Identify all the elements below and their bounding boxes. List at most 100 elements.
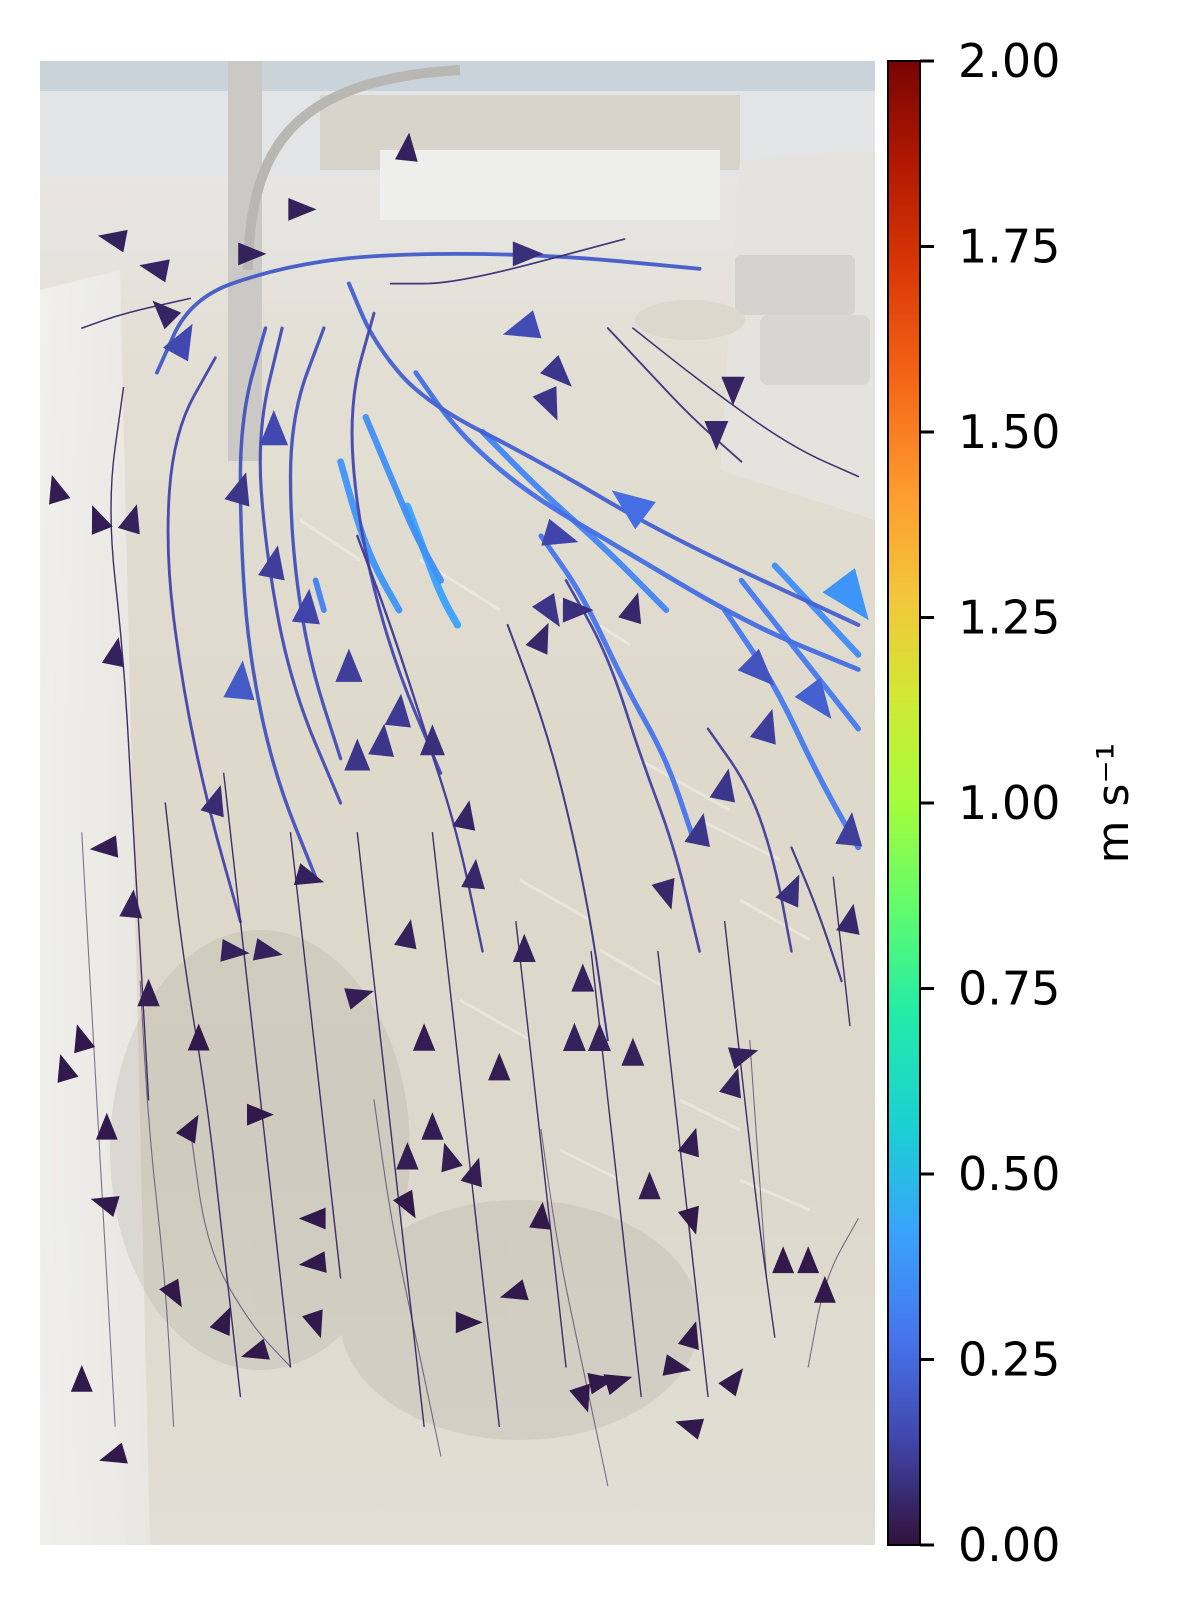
stream-arrow (719, 1068, 741, 1099)
stream-arrow (220, 939, 250, 962)
stream-arrow (728, 1047, 759, 1070)
stream-arrow (772, 1246, 795, 1274)
stream-arrow (704, 421, 729, 451)
stream-arrow (525, 622, 549, 655)
stream-arrow (488, 1052, 511, 1081)
stream-arrow (569, 1383, 590, 1413)
streamline (479, 429, 670, 614)
colorbar-tick-label: 2.00 (958, 34, 1060, 88)
stream-arrow (70, 1365, 93, 1392)
stream-arrow (512, 241, 544, 267)
stream-arrow (298, 1251, 327, 1273)
stream-arrow (571, 963, 595, 992)
streamline (81, 832, 116, 1427)
streamline (538, 533, 694, 836)
colorbar-tick-label: 1.25 (958, 591, 1060, 645)
stream-arrow (441, 1142, 463, 1173)
streamline (722, 607, 861, 851)
streamline (337, 458, 403, 614)
stream-arrow (344, 738, 371, 771)
streamlines-layer (81, 238, 862, 1487)
colorbar-tick-label: 0.75 (958, 962, 1060, 1016)
stream-arrow (721, 376, 745, 406)
stream-arrow (175, 1114, 199, 1144)
streamline (413, 370, 861, 672)
colorbar-gradient (887, 60, 921, 1546)
stream-arrow (298, 1207, 326, 1230)
streamline (258, 326, 343, 805)
stream-arrow (541, 518, 579, 546)
stream-arrow (677, 1321, 699, 1350)
stream-arrow (396, 1142, 419, 1170)
stream-arrow (502, 310, 542, 339)
stream-arrow (421, 1112, 444, 1140)
stream-arrow (335, 648, 363, 682)
streamline (632, 327, 860, 478)
stream-arrow (117, 504, 140, 535)
stream-arrow (618, 592, 642, 625)
stream-arrow (119, 889, 143, 919)
streamline (288, 326, 343, 761)
streamline (312, 577, 327, 613)
stream-arrow (97, 229, 128, 253)
stream-arrow (187, 1023, 210, 1051)
stream-arrow (532, 593, 560, 627)
stream-arrow (368, 723, 395, 757)
stream-arrow (677, 1127, 699, 1158)
stream-arrow (662, 1354, 692, 1376)
stream-arrow (794, 677, 832, 719)
stream-arrow (223, 660, 255, 701)
stream-arrow (159, 1278, 182, 1308)
stream-arrow (611, 490, 656, 530)
streamline (223, 772, 292, 1368)
stream-arrow (588, 1022, 611, 1051)
stream-arrow (238, 242, 267, 266)
streamline (540, 1128, 609, 1487)
colorbar: 0.00 0.25 0.50 0.75 1.00 1.25 1.50 1.75 2.00 m s… (887, 34, 1139, 1572)
stream-arrow (49, 474, 71, 505)
stream-arrow (224, 472, 250, 507)
stream-arrow (452, 800, 476, 831)
stream-arrow (420, 724, 445, 756)
streamline (389, 238, 626, 285)
stream-arrow (499, 1279, 529, 1301)
stream-arrow (621, 1037, 645, 1066)
stream-arrow (137, 978, 160, 1007)
stream-arrow (749, 708, 776, 745)
streamline (350, 311, 443, 775)
stream-arrow (393, 1189, 416, 1219)
streamline (724, 921, 776, 1338)
stream-arrow (797, 1246, 820, 1274)
stream-arrow (638, 1171, 661, 1200)
colorbar-tick-label: 1.75 (958, 220, 1060, 274)
stream-arrow (384, 693, 411, 728)
stream-arrow (252, 938, 283, 961)
streamline (807, 1217, 859, 1368)
stream-arrow (101, 637, 125, 668)
stream-arrow (737, 648, 775, 686)
stream-arrow (89, 835, 119, 858)
stream-arrow (836, 903, 860, 935)
streamline (506, 623, 609, 1042)
stream-arrow (209, 1307, 231, 1336)
stream-arrow (512, 933, 536, 962)
stream-arrow (684, 813, 710, 847)
stream-arrow (344, 988, 374, 1010)
stream-arrow (677, 1205, 699, 1235)
streamline (738, 577, 861, 732)
streamline (771, 562, 862, 658)
colorbar-label: m s⁻¹ (1088, 743, 1139, 864)
stream-arrow (718, 1368, 744, 1397)
streamline (356, 832, 425, 1427)
stream-arrow (152, 300, 182, 330)
stream-arrow (163, 323, 193, 362)
streamline (189, 1128, 292, 1368)
colorbar-tick-label: 0.50 (958, 1147, 1060, 1201)
stream-arrow (709, 768, 736, 803)
stream-arrow (139, 259, 170, 283)
stream-arrow (562, 597, 594, 623)
stream-arrow (288, 198, 317, 221)
stream-arrow (90, 1196, 120, 1217)
stream-arrow (675, 1418, 705, 1440)
stream-arrow (775, 874, 800, 908)
